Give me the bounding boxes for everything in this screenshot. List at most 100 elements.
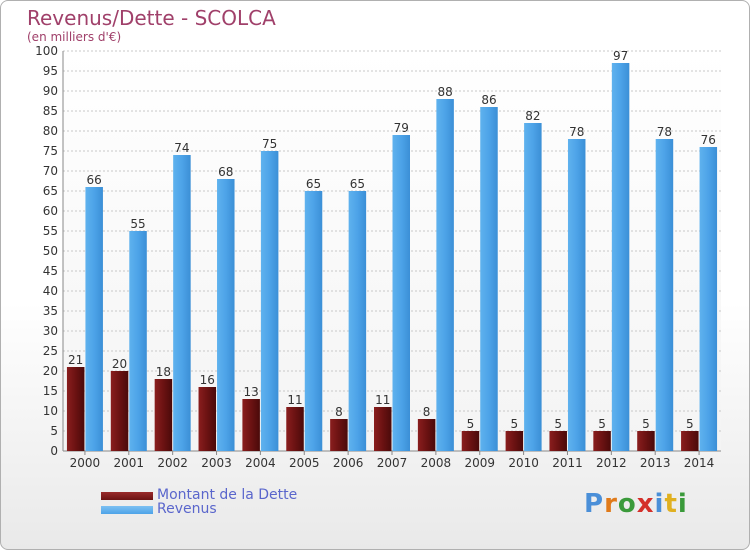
bar-revenus bbox=[173, 155, 191, 451]
bar-dette bbox=[198, 387, 217, 451]
proxiti-logo: Proxiti bbox=[584, 489, 688, 519]
data-label-dette: 5 bbox=[686, 417, 694, 431]
data-label-revenus: 68 bbox=[218, 165, 233, 179]
x-tick-label: 2005 bbox=[289, 456, 320, 470]
y-tick-label: 55 bbox=[43, 224, 58, 238]
legend-label-dette: Montant de la Dette bbox=[157, 487, 298, 503]
y-tick-label: 5 bbox=[50, 424, 58, 438]
data-label-revenus: 97 bbox=[613, 49, 628, 63]
legend-label-revenus: Revenus bbox=[157, 501, 217, 517]
bar-dette bbox=[66, 367, 85, 451]
bar-dette bbox=[154, 379, 173, 451]
y-tick-label: 100 bbox=[35, 44, 58, 58]
y-tick-label: 25 bbox=[43, 344, 58, 358]
data-label-dette: 5 bbox=[598, 417, 606, 431]
data-label-dette: 5 bbox=[554, 417, 562, 431]
bar-dette bbox=[593, 431, 611, 451]
y-tick-label: 10 bbox=[43, 404, 58, 418]
bar-dette bbox=[549, 431, 567, 451]
bar-revenus bbox=[567, 139, 586, 451]
x-tick-label: 2011 bbox=[552, 456, 583, 470]
bar-revenus bbox=[260, 151, 279, 451]
y-tick-label: 90 bbox=[43, 84, 58, 98]
y-tick-label: 65 bbox=[43, 184, 58, 198]
x-tick-label: 2012 bbox=[596, 456, 627, 470]
legend-swatch-revenus bbox=[101, 506, 153, 514]
bar-dette bbox=[461, 431, 480, 451]
bar-revenus bbox=[85, 187, 103, 451]
x-tick-label: 2014 bbox=[684, 456, 715, 470]
bar-revenus bbox=[655, 139, 674, 451]
data-label-revenus: 55 bbox=[130, 217, 145, 231]
bar-revenus bbox=[304, 191, 323, 451]
bar-dette bbox=[374, 407, 392, 451]
bar-revenus bbox=[436, 99, 454, 451]
x-tick-label: 2010 bbox=[508, 456, 539, 470]
data-label-dette: 5 bbox=[511, 417, 519, 431]
x-tick-label: 2007 bbox=[377, 456, 408, 470]
y-tick-label: 0 bbox=[50, 444, 58, 458]
x-tick-label: 2002 bbox=[157, 456, 188, 470]
y-tick-label: 45 bbox=[43, 264, 58, 278]
data-label-dette: 20 bbox=[112, 357, 127, 371]
bar-revenus bbox=[392, 135, 410, 451]
data-label-dette: 5 bbox=[467, 417, 475, 431]
bar-dette bbox=[110, 371, 129, 451]
y-tick-label: 75 bbox=[43, 144, 58, 158]
data-label-dette: 18 bbox=[156, 365, 171, 379]
logo-letter: i bbox=[677, 489, 688, 519]
bar-dette bbox=[242, 399, 260, 451]
bar-revenus bbox=[129, 231, 147, 451]
y-tick-label: 85 bbox=[43, 104, 58, 118]
data-label-revenus: 78 bbox=[569, 125, 584, 139]
y-tick-label: 50 bbox=[43, 244, 58, 258]
logo-letter: o bbox=[617, 489, 637, 519]
y-tick-label: 80 bbox=[43, 124, 58, 138]
data-label-revenus: 88 bbox=[437, 85, 452, 99]
x-tick-label: 2001 bbox=[114, 456, 145, 470]
logo-letter: i bbox=[654, 489, 665, 519]
bar-revenus bbox=[611, 63, 630, 451]
bar-revenus bbox=[217, 179, 235, 451]
y-tick-label: 30 bbox=[43, 324, 58, 338]
bar-dette bbox=[637, 431, 655, 451]
data-label-dette: 16 bbox=[200, 373, 215, 387]
logo-letter: P bbox=[584, 489, 605, 519]
y-tick-label: 40 bbox=[43, 284, 58, 298]
x-tick-label: 2000 bbox=[70, 456, 101, 470]
y-tick-label: 35 bbox=[43, 304, 58, 318]
bar-revenus bbox=[699, 147, 718, 451]
bar-dette bbox=[330, 419, 348, 451]
data-label-revenus: 75 bbox=[262, 137, 277, 151]
y-tick-label: 20 bbox=[43, 364, 58, 378]
bar-revenus bbox=[524, 123, 542, 451]
data-label-revenus: 76 bbox=[701, 133, 716, 147]
y-tick-label: 95 bbox=[43, 64, 58, 78]
data-label-dette: 5 bbox=[642, 417, 650, 431]
legend-swatch-dette bbox=[101, 492, 153, 500]
data-label-dette: 11 bbox=[375, 393, 390, 407]
y-tick-label: 15 bbox=[43, 384, 58, 398]
data-label-dette: 21 bbox=[68, 353, 83, 367]
data-label-revenus: 78 bbox=[657, 125, 672, 139]
y-tick-label: 70 bbox=[43, 164, 58, 178]
bar-dette bbox=[417, 419, 436, 451]
x-tick-label: 2008 bbox=[421, 456, 452, 470]
logo-letter: r bbox=[604, 489, 618, 519]
data-label-dette: 11 bbox=[287, 393, 302, 407]
data-label-dette: 13 bbox=[244, 385, 259, 399]
data-label-revenus: 74 bbox=[174, 141, 189, 155]
y-tick-label: 60 bbox=[43, 204, 58, 218]
chart-title: Revenus/Dette - SCOLCA bbox=[27, 6, 276, 30]
data-label-revenus: 82 bbox=[525, 109, 540, 123]
bar-dette bbox=[681, 431, 699, 451]
x-tick-label: 2009 bbox=[464, 456, 495, 470]
data-label-revenus: 66 bbox=[87, 173, 102, 187]
x-tick-label: 2004 bbox=[245, 456, 276, 470]
bar-revenus bbox=[480, 107, 498, 451]
bar-revenus bbox=[348, 191, 367, 451]
data-label-revenus: 65 bbox=[350, 177, 365, 191]
x-tick-label: 2013 bbox=[640, 456, 671, 470]
